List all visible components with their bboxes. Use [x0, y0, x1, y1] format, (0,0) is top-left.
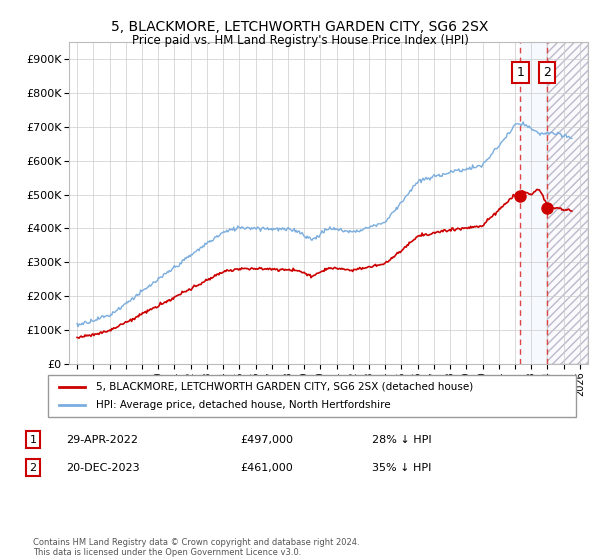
Text: HPI: Average price, detached house, North Hertfordshire: HPI: Average price, detached house, Nort…	[95, 400, 390, 410]
Bar	[547, 42, 588, 364]
Text: 20-DEC-2023: 20-DEC-2023	[66, 463, 140, 473]
Text: Contains HM Land Registry data © Crown copyright and database right 2024.
This d: Contains HM Land Registry data © Crown c…	[33, 538, 359, 557]
Text: 2: 2	[543, 66, 551, 79]
Text: 28% ↓ HPI: 28% ↓ HPI	[372, 435, 431, 445]
Text: 35% ↓ HPI: 35% ↓ HPI	[372, 463, 431, 473]
Text: 5, BLACKMORE, LETCHWORTH GARDEN CITY, SG6 2SX (detached house): 5, BLACKMORE, LETCHWORTH GARDEN CITY, SG…	[95, 382, 473, 392]
Text: Price paid vs. HM Land Registry's House Price Index (HPI): Price paid vs. HM Land Registry's House …	[131, 34, 469, 46]
Bar	[547, 42, 588, 364]
Text: 29-APR-2022: 29-APR-2022	[66, 435, 138, 445]
Text: £461,000: £461,000	[240, 463, 293, 473]
Text: £497,000: £497,000	[240, 435, 293, 445]
Text: 1: 1	[29, 435, 37, 445]
Text: 5, BLACKMORE, LETCHWORTH GARDEN CITY, SG6 2SX: 5, BLACKMORE, LETCHWORTH GARDEN CITY, SG…	[112, 20, 488, 34]
FancyBboxPatch shape	[48, 375, 576, 417]
Text: 1: 1	[517, 66, 524, 79]
Text: 2: 2	[29, 463, 37, 473]
Bar	[520, 42, 547, 364]
